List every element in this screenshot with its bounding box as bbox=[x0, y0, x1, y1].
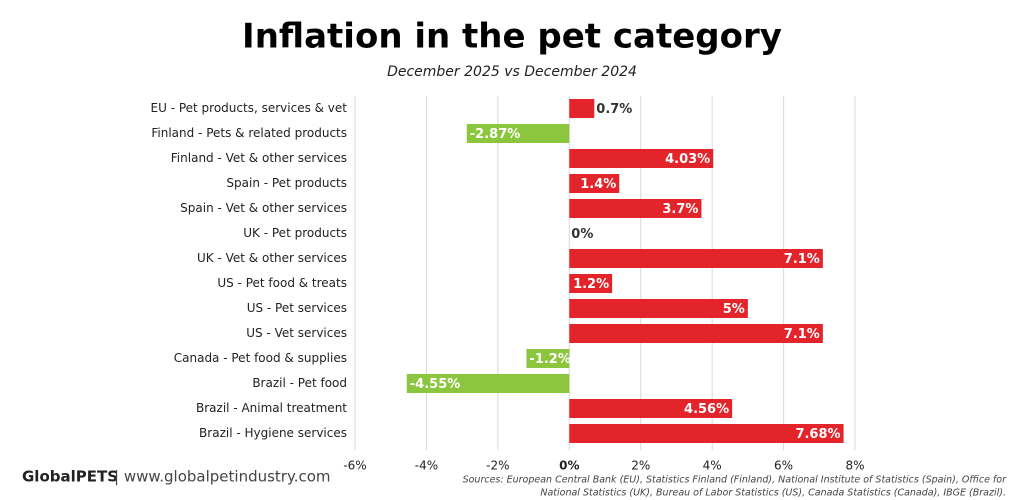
value-label: 1.2% bbox=[573, 277, 609, 292]
bar bbox=[526, 349, 570, 368]
bar bbox=[569, 299, 748, 318]
x-tick-label: -6% bbox=[343, 459, 366, 473]
category-label: US - Vet services bbox=[246, 326, 347, 340]
category-label: EU - Pet products, services & vet bbox=[151, 101, 348, 115]
value-label: -4.55% bbox=[410, 377, 461, 392]
category-label: Brazil - Pet food bbox=[252, 376, 347, 390]
value-label: 5% bbox=[723, 302, 745, 317]
brand: GlobalPETS bbox=[22, 468, 118, 486]
category-label: UK - Vet & other services bbox=[197, 251, 347, 265]
value-label: -2.87% bbox=[470, 127, 521, 142]
bar bbox=[569, 199, 702, 218]
sources: National Statistics (UK), Bureau of Labo… bbox=[540, 488, 1006, 499]
value-label: 7.1% bbox=[784, 252, 820, 267]
sources: Sources: European Central Bank (EU), Sta… bbox=[463, 475, 1007, 486]
category-label: Spain - Pet products bbox=[226, 176, 347, 190]
bar bbox=[569, 274, 613, 293]
bar bbox=[569, 424, 844, 443]
x-tick-label: 8% bbox=[845, 459, 864, 473]
category-label: Finland - Pets & related products bbox=[151, 126, 347, 140]
bar bbox=[569, 174, 620, 193]
value-label: 3.7% bbox=[662, 202, 698, 217]
x-tick-label: 6% bbox=[774, 459, 793, 473]
category-label: US - Pet food & treats bbox=[217, 276, 347, 290]
bar bbox=[569, 149, 714, 168]
value-label: 7.1% bbox=[784, 327, 820, 342]
site: | www.globalpetindustry.com bbox=[114, 468, 331, 486]
bar bbox=[569, 99, 595, 118]
value-label: 4.56% bbox=[684, 402, 729, 417]
category-label: UK - Pet products bbox=[243, 226, 347, 240]
bar bbox=[406, 374, 570, 393]
x-tick-label: 0% bbox=[559, 459, 579, 473]
bar bbox=[569, 324, 823, 343]
value-label: 0% bbox=[571, 227, 593, 242]
bar bbox=[569, 399, 733, 418]
category-label: Brazil - Animal treatment bbox=[196, 401, 347, 415]
value-label: -1.2% bbox=[529, 352, 570, 367]
value-label: 7.68% bbox=[795, 427, 840, 442]
category-label: Finland - Vet & other services bbox=[171, 151, 347, 165]
category-label: Canada - Pet food & supplies bbox=[174, 351, 347, 365]
chart-subtitle: December 2025 vs December 2024 bbox=[387, 64, 637, 80]
value-label: 0.7% bbox=[596, 102, 632, 117]
bar bbox=[466, 124, 570, 143]
category-label: US - Pet services bbox=[247, 301, 347, 315]
bar bbox=[569, 249, 823, 268]
value-label: 4.03% bbox=[665, 152, 710, 167]
x-tick-label: 4% bbox=[703, 459, 722, 473]
x-tick-label: 2% bbox=[631, 459, 650, 473]
value-label: 1.4% bbox=[580, 177, 616, 192]
chart-title: Inflation in the pet category bbox=[242, 17, 782, 57]
x-tick-label: -4% bbox=[415, 459, 438, 473]
x-tick-label: -2% bbox=[486, 459, 509, 473]
category-label: Spain - Vet & other services bbox=[180, 201, 347, 215]
category-label: Brazil - Hygiene services bbox=[199, 426, 347, 440]
